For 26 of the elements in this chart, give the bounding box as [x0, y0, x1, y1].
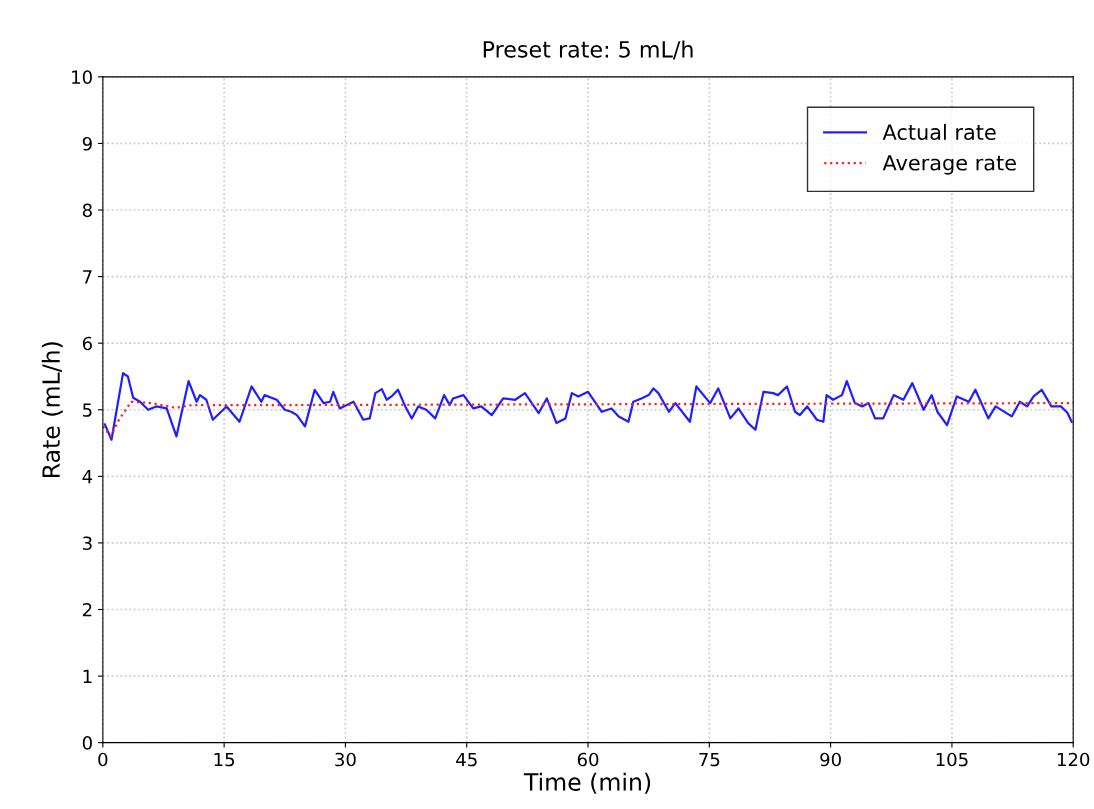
y-tick-label: 3: [83, 536, 92, 551]
y-tick-label: 10: [72, 70, 92, 84]
y-tick-label: 4: [82, 470, 93, 484]
legend-label: Average rate: [882, 155, 1016, 175]
y-tick-label: 0: [82, 736, 92, 750]
y-tick-label: 7: [83, 270, 92, 284]
chart-title: Preset rate: 5 mL/h: [483, 40, 693, 60]
x-tick-label: 60: [577, 752, 599, 767]
x-tick-label: 0: [98, 752, 108, 767]
x-tick-label: 30: [335, 752, 356, 767]
y-tick-label: 1: [83, 669, 92, 683]
y-tick-label: 8: [82, 203, 92, 218]
y-tick-label: 5: [83, 403, 92, 417]
line-series: [103, 372, 1073, 441]
x-axis-title: Time (min): [523, 772, 651, 794]
x-tick-label: 45: [456, 752, 477, 767]
x-tick-label: 90: [820, 752, 841, 767]
y-axis-title: Rate (mL/h): [41, 342, 63, 478]
x-tick-label: 105: [936, 752, 968, 767]
legend-label: Actual rate: [882, 123, 996, 141]
x-tick-label: 120: [1057, 752, 1090, 767]
y-tick-label: 2: [82, 602, 92, 617]
y-tick-label: 6: [82, 336, 92, 351]
x-tick-label: 15: [214, 752, 235, 767]
y-tick-label: 9: [82, 136, 92, 151]
x-tick-label: 75: [699, 752, 720, 767]
